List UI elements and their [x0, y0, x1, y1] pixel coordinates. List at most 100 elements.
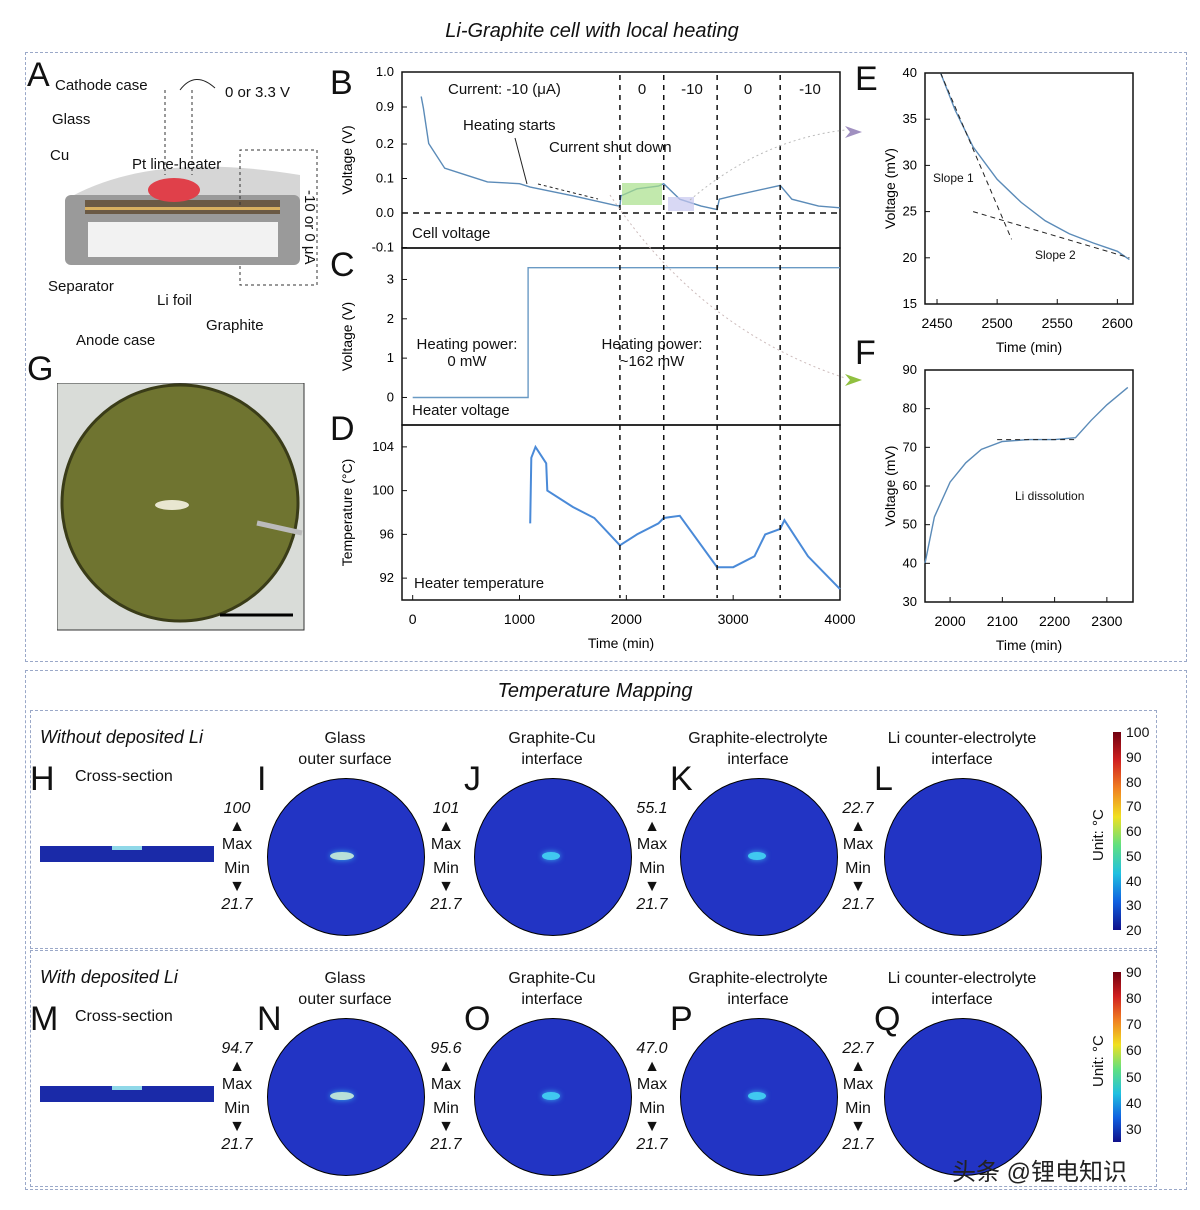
panel-label-l: L [874, 760, 893, 798]
graphite-layer [85, 207, 280, 210]
label-heater-voltage: 0 or 3.3 V [225, 84, 291, 101]
min-value: 21.7 [842, 1136, 874, 1153]
x-tick-label: 2600 [1102, 315, 1133, 331]
panel-label-c: C [330, 246, 355, 284]
temperature-map [474, 778, 632, 936]
figure-title: Li-Graphite cell with local heating [445, 20, 739, 42]
cross-section-map [40, 846, 214, 862]
map-title-1: Glass [324, 970, 366, 987]
x-tick-label: 3000 [718, 611, 749, 627]
panel-label-j: J [464, 760, 481, 798]
x-tick-label: 2200 [1039, 613, 1070, 629]
row1-frame [30, 710, 1157, 949]
label-pt-heater: Pt line-heater [132, 156, 222, 173]
label-anode-case: Anode case [76, 332, 156, 349]
colorbar-tick: 30 [1126, 897, 1142, 914]
max-value: 101 [432, 800, 460, 817]
min-label: Min [845, 1100, 871, 1117]
panel-label-k: K [670, 760, 693, 798]
panel-label-e: E [855, 60, 878, 98]
y-axis-label: Voltage (V) [339, 125, 355, 194]
map-title-2: interface [727, 991, 789, 1008]
cross-section-map [40, 1086, 214, 1102]
y-tick-label: 3 [387, 271, 394, 286]
down-triangle-icon: ▼ [229, 878, 245, 895]
panel-label-n: N [257, 1000, 282, 1038]
up-triangle-icon: ▲ [438, 818, 454, 835]
y-tick-label: 0.1 [376, 171, 394, 186]
y-tick-label: 100 [372, 483, 394, 498]
highlight-green [622, 183, 662, 205]
b-heating-starts: Heating starts [463, 117, 556, 134]
x-axis-label: Time (min) [588, 635, 654, 651]
arrowhead-e-icon [845, 126, 862, 138]
min-label: Min [639, 1100, 665, 1117]
y-tick-label: 40 [903, 65, 917, 80]
temperature-map [884, 778, 1042, 936]
map-title-2: outer surface [298, 751, 392, 768]
temperature-map [267, 778, 425, 936]
max-label: Max [430, 1076, 462, 1093]
map-title-1: Graphite-Cu [508, 970, 596, 987]
row2-frame [30, 950, 1157, 1187]
y-tick-label: 0 [387, 389, 394, 404]
plot-frame-b [401, 71, 841, 249]
x-tick-label: 2000 [611, 611, 642, 627]
colorbar-tick: 80 [1126, 990, 1142, 1007]
y-tick-label: 104 [372, 439, 394, 454]
max-label: Max [842, 836, 874, 853]
colorbar [1113, 732, 1121, 930]
x-tick-label: 0 [409, 611, 417, 627]
heating-dotted-arrow [537, 183, 599, 200]
b-segment-2: -10 [681, 81, 703, 98]
label-cu: Cu [50, 147, 70, 164]
x-tick-label: 1000 [504, 611, 535, 627]
label-glass: Glass [52, 111, 91, 128]
y-tick-label: 35 [903, 111, 917, 126]
min-value: 21.7 [636, 896, 668, 913]
series-line-e [939, 72, 1130, 261]
colorbar-tick: 70 [1126, 1016, 1142, 1033]
temperature-map [267, 1018, 425, 1176]
max-value: 95.6 [430, 1040, 462, 1057]
colorbar-tick: 60 [1126, 823, 1142, 839]
max-value: 55.1 [636, 800, 668, 817]
watermark: 头条 @锂电知识 [952, 1159, 1128, 1186]
plot-frame-f [924, 369, 1134, 603]
y-tick-label: 70 [903, 439, 917, 454]
map-title-2: interface [521, 991, 583, 1008]
up-triangle-icon: ▲ [644, 818, 660, 835]
y-axis-label: Voltage (mV) [882, 148, 898, 229]
y-tick-label: 80 [903, 401, 917, 416]
arrowhead-f-icon [845, 374, 862, 386]
up-triangle-icon: ▲ [850, 818, 866, 835]
charts-layer: 1.0 0.9 0.2 0.1 0.0 -0.1 Voltage (V) 3 2 1 0 Voltag… [339, 64, 1134, 653]
row-title: Without deposited Li [40, 727, 203, 747]
label-cathode-case: Cathode case [55, 77, 148, 94]
min-label: Min [224, 860, 250, 877]
x-tick-label: 2300 [1091, 613, 1122, 629]
temperature-map [474, 1018, 632, 1176]
y-axis-label: Voltage (mV) [882, 446, 898, 527]
down-triangle-icon: ▼ [438, 1118, 454, 1135]
map-title-2: interface [931, 991, 993, 1008]
panel-label-b: B [330, 64, 353, 102]
y-tick-label: 50 [903, 517, 917, 532]
heating-arrow [514, 137, 528, 185]
c-power-right: Heating power: ~162 mW [601, 336, 703, 370]
min-value: 21.7 [221, 1136, 253, 1153]
x-axis-label: Time (min) [996, 637, 1062, 653]
panel-label-g: G [27, 350, 54, 388]
colorbar-tick: 90 [1126, 964, 1142, 980]
y-tick-label: 0.2 [376, 136, 394, 151]
cell-wires [239, 149, 318, 286]
label-li-foil: Li foil [157, 292, 193, 309]
label-graphite: Graphite [206, 317, 264, 334]
fit-line-e [940, 72, 1013, 240]
y-tick-label: 60 [903, 478, 917, 493]
map-title-1: Li counter-electrolyte [887, 970, 1037, 987]
down-triangle-icon: ▼ [229, 1118, 245, 1135]
temperature-map [884, 1018, 1042, 1176]
map-title-1: Graphite-Cu [508, 730, 596, 747]
